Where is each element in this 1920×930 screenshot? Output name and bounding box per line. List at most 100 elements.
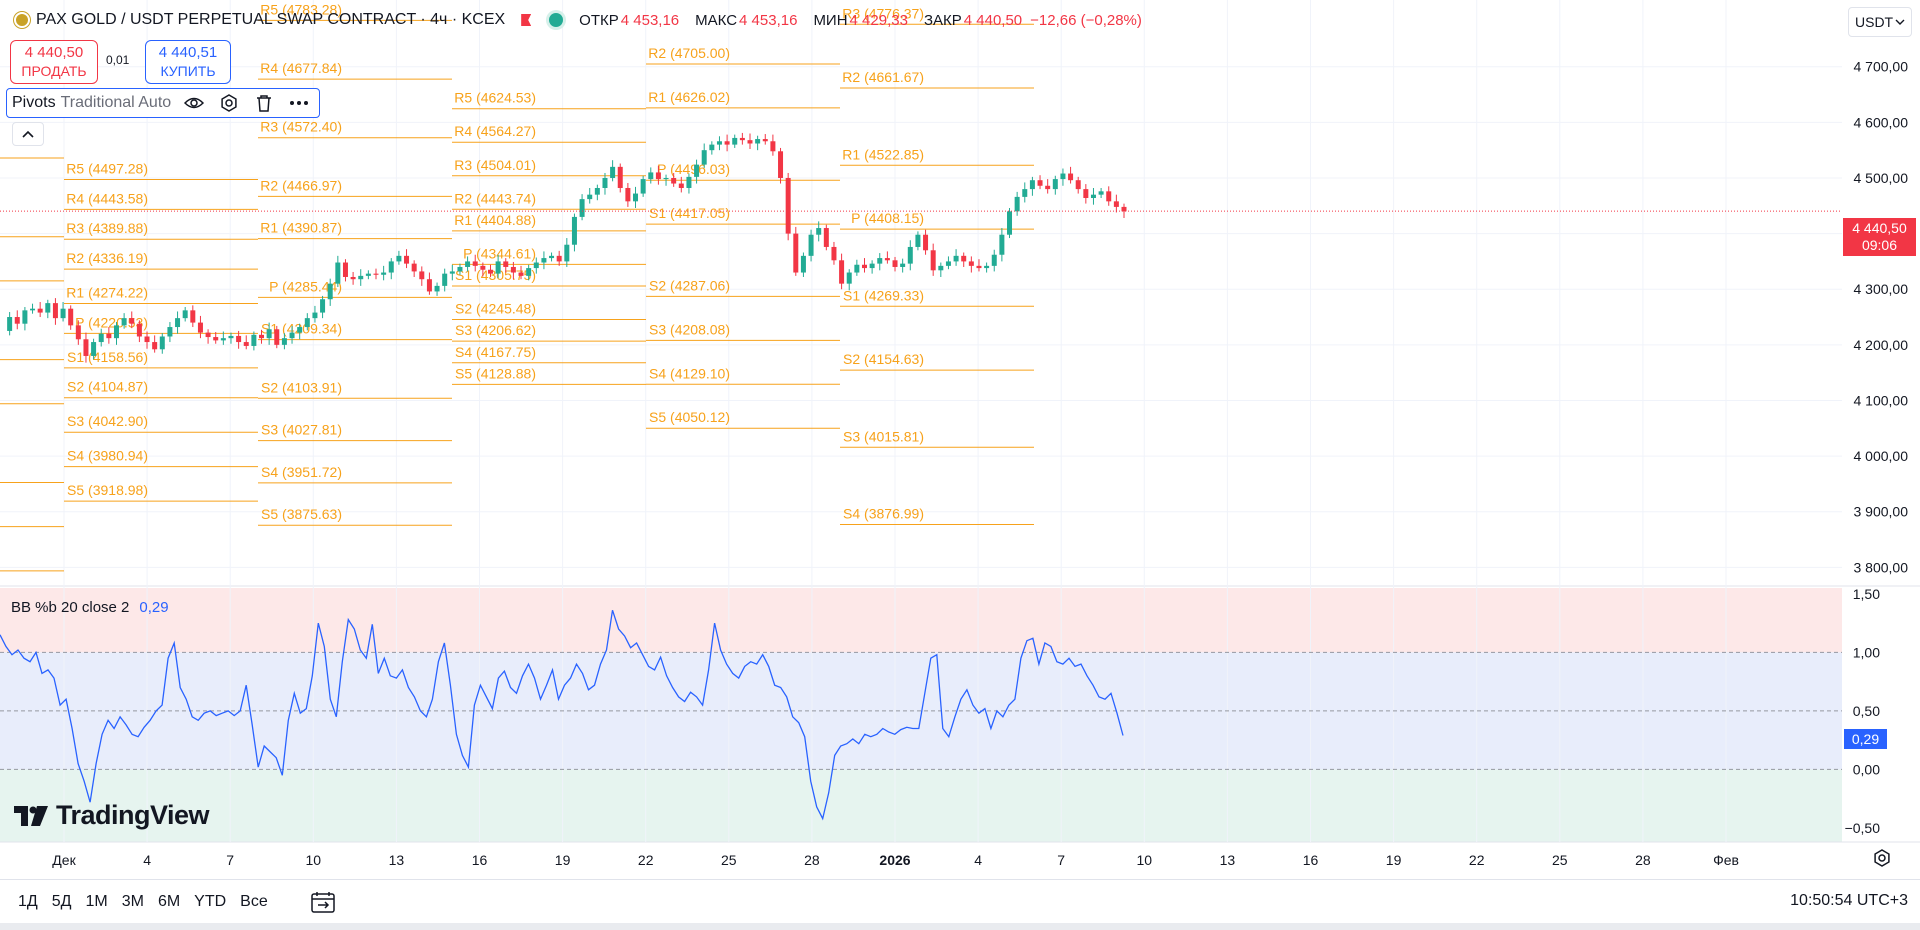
pivot-level-label: R4 (4677.84)	[260, 60, 342, 76]
candle-body	[396, 255, 402, 262]
price-axis-label: 4 000,00	[1854, 448, 1909, 464]
gear-icon[interactable]	[217, 91, 241, 115]
time-axis-label: 25	[721, 852, 737, 868]
pivot-level-label: S3 (4015.81)	[843, 428, 924, 444]
candle-body	[259, 334, 265, 339]
candle-body	[106, 333, 112, 339]
symbol-logo-icon	[14, 12, 30, 28]
sell-label: ПРОДАТЬ	[21, 63, 87, 79]
candle-body	[968, 261, 974, 266]
time-axis-label: 22	[638, 852, 654, 868]
pivot-level-label: R1 (4626.02)	[648, 89, 730, 105]
tradingview-logo[interactable]: TradingView	[14, 800, 210, 831]
pivot-level-label: R2 (4443.74)	[454, 190, 536, 206]
last-price-tag: 4 440,50 09:06	[1843, 218, 1916, 256]
candle-body	[633, 193, 639, 202]
candle-body	[243, 342, 249, 346]
time-axis-label: 25	[1552, 852, 1568, 868]
candle-body	[68, 308, 74, 326]
trash-icon[interactable]	[252, 91, 276, 115]
candle-body	[1045, 185, 1051, 190]
candle-body	[327, 283, 333, 300]
candle-body	[892, 260, 898, 267]
range-ytd-button[interactable]: YTD	[194, 892, 227, 910]
candle-body	[854, 264, 860, 273]
candle-body	[655, 172, 661, 180]
range-1m-button[interactable]: 1M	[85, 892, 108, 910]
candle-body	[213, 337, 219, 341]
pivot-level-label: S4 (4129.10)	[649, 365, 730, 381]
last-price: 4 440,50	[1852, 220, 1907, 236]
time-axis-label: 10	[1137, 852, 1153, 868]
candle-body	[793, 233, 799, 273]
pivots-indicator-chip[interactable]: Pivots Traditional Auto	[6, 88, 320, 118]
pivot-level-label: R3 (4504.01)	[454, 157, 536, 173]
candle-body	[617, 166, 623, 188]
candle-body	[671, 177, 677, 184]
candle-body	[1113, 201, 1119, 207]
flag-icon[interactable]	[521, 14, 532, 26]
market-status-icon[interactable]	[549, 13, 564, 27]
symbol-title[interactable]: PAX GOLD / USDT PERPETUAL SWAP CONTRACT …	[36, 11, 506, 28]
candle-body	[686, 176, 692, 188]
candle-body	[724, 141, 730, 145]
calendar-range-icon[interactable]	[309, 888, 337, 916]
pivot-level-label: R1 (4404.88)	[454, 212, 536, 228]
range-5d-button[interactable]: 5Д	[51, 892, 72, 910]
candle-body	[159, 336, 165, 350]
bb-oversold-zone	[0, 769, 1842, 842]
candle-body	[342, 262, 348, 277]
price-axis-label: 4 300,00	[1854, 281, 1909, 297]
pivot-level-label: S5 (3918.98)	[67, 482, 148, 498]
pivot-level-label: S2 (4287.06)	[649, 277, 730, 293]
bb-indicator-legend[interactable]: BB %b 20 close 2 0,29	[11, 599, 169, 616]
pivot-level-label: S2 (4103.91)	[261, 379, 342, 395]
candle-body	[610, 166, 616, 178]
bar-countdown: 09:06	[1861, 237, 1898, 253]
buy-button[interactable]: 4 440,51 КУПИТЬ	[145, 40, 231, 84]
candle-body	[1007, 211, 1013, 235]
pivot-level-label: S1 (4158.56)	[67, 349, 148, 365]
time-axis-label: 19	[1386, 852, 1402, 868]
pivot-level-label: R3 (4572.40)	[260, 119, 342, 135]
pivot-level-label: S3 (4027.81)	[261, 422, 342, 438]
candle-body	[381, 272, 387, 275]
candle-body	[434, 285, 440, 292]
time-axis-label: 16	[472, 852, 488, 868]
pivot-level-label: S4 (3980.94)	[67, 448, 148, 464]
clock-timezone[interactable]: 10:50:54 UTC+3	[1790, 892, 1908, 909]
pivot-level-label: R5 (4624.53)	[454, 90, 536, 106]
eye-icon[interactable]	[182, 91, 206, 115]
candle-body	[1068, 173, 1074, 181]
currency-selector[interactable]: USDT	[1848, 7, 1912, 37]
time-axis-label: 13	[389, 852, 405, 868]
candle-body	[7, 317, 13, 331]
candle-body	[236, 335, 242, 343]
sell-button[interactable]: 4 440,50 ПРОДАТЬ	[10, 40, 98, 84]
more-icon[interactable]	[287, 91, 311, 115]
range-1d-button[interactable]: 1Д	[18, 892, 38, 910]
pivot-level-label: S5 (3875.63)	[261, 506, 342, 522]
range-3m-button[interactable]: 3M	[121, 892, 144, 910]
time-axis-label: 4	[974, 852, 982, 868]
bottom-toolbar: 1Д 5Д 1M 3M 6M YTD Все 10:50:54 UTC+3	[0, 879, 1920, 923]
candle-body	[60, 308, 66, 319]
candle-body	[541, 258, 547, 263]
candle-body	[694, 164, 700, 177]
indicator-name: Pivots	[12, 94, 56, 111]
pivot-level-label: S3 (4206.62)	[455, 322, 536, 338]
chevron-up-icon[interactable]	[12, 122, 44, 146]
open-label: ОТКР	[579, 11, 619, 29]
pivot-level-label: S4 (3876.99)	[843, 505, 924, 521]
axis-settings-gear-icon[interactable]	[1870, 846, 1894, 870]
candle-body	[831, 246, 837, 261]
candle-body	[701, 150, 707, 165]
candle-body	[808, 234, 814, 256]
range-all-button[interactable]: Все	[240, 892, 268, 910]
candle-body	[640, 179, 646, 194]
range-6m-button[interactable]: 6M	[157, 892, 181, 910]
candle-body	[289, 332, 295, 339]
candle-body	[75, 325, 81, 340]
